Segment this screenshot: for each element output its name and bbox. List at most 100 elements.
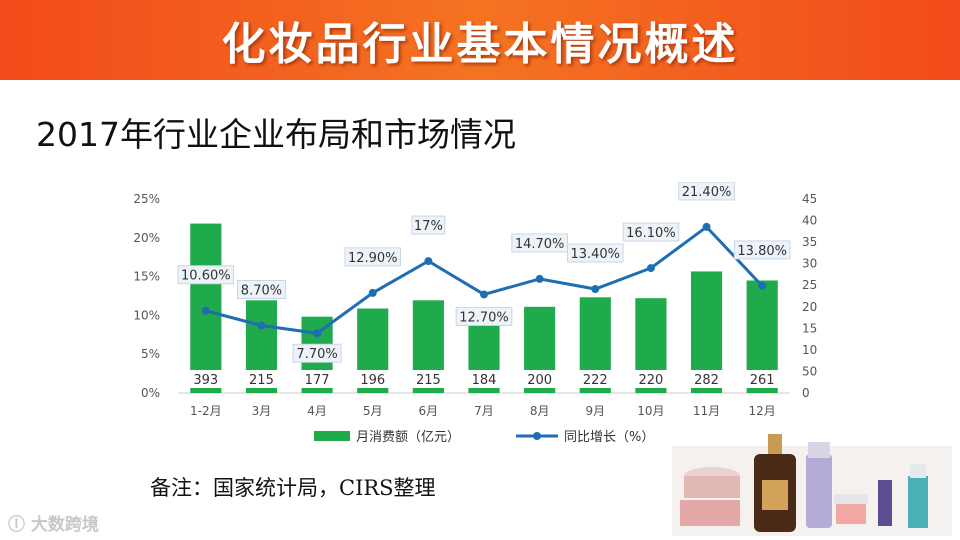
line-label-box (566, 243, 624, 263)
line-point (480, 290, 488, 299)
line-point (201, 306, 210, 315)
line-label-box (455, 306, 513, 326)
bar-label-box (464, 370, 504, 388)
x-tick-label: 1-2月 (190, 404, 222, 418)
line-value-label: 17% (414, 219, 443, 234)
line-value-label: 21.40% (682, 185, 732, 200)
watermark-logo: ⓛ 大数跨境 (8, 510, 99, 535)
bar-value-label: 177 (305, 373, 330, 388)
left-axis-tick: 20% (133, 231, 160, 245)
line-label-box (411, 215, 446, 235)
line-label-box (236, 279, 286, 299)
legend-line-marker (533, 432, 541, 440)
left-axis-tick: 0% (141, 386, 160, 400)
legend-line-label: 同比增长（%） (564, 430, 654, 445)
watermark-icon: ⓛ (8, 515, 25, 535)
left-axis-tick: 10% (133, 308, 160, 322)
x-tick-label: 8月 (530, 404, 550, 418)
line-point (591, 285, 600, 294)
bar-value-label: 215 (249, 373, 274, 388)
x-tick-label: 12月 (749, 404, 776, 418)
line-label-box (511, 233, 568, 253)
bar-value-label: 200 (527, 373, 552, 388)
source-note: 备注：国家统计局，CIRS整理 (150, 476, 436, 500)
slide-subtitle: 2017年行业企业布局和市场情况 (36, 115, 516, 154)
slide-title: 化妆品行业基本情况概述 (221, 19, 739, 70)
bar-label-box (519, 370, 560, 388)
line-value-label: 13.80% (737, 244, 787, 259)
line-value-label: 16.10% (626, 226, 676, 241)
right-axis-tick: 450 (802, 192, 818, 206)
bar-label-box (742, 370, 783, 388)
bar-label-box (185, 370, 226, 388)
x-tick-label: 10月 (637, 404, 664, 418)
x-tick-label: 3月 (252, 404, 272, 418)
x-tick-label: 11月 (693, 404, 720, 418)
line-point (702, 222, 711, 231)
x-tick-labels: 1-2月 3月 4月 5月 6月 7月 8月 9月 10月 11月 12月 (190, 404, 776, 418)
bar-value-label: 282 (694, 373, 719, 388)
right-axis-tick: 200 (802, 300, 818, 314)
line-value-label: 14.70% (515, 237, 565, 252)
line-series (201, 222, 767, 338)
bar-value-label: 215 (416, 373, 441, 388)
line-label-box (733, 240, 791, 260)
right-axis: 0 50 100 150 200 250 300 350 400 450 (802, 192, 818, 400)
line-label-box (292, 343, 342, 363)
line-label-box (678, 182, 735, 201)
right-axis-tick: 250 (802, 278, 818, 292)
line-label-box (344, 247, 402, 267)
line-label-box (177, 265, 235, 285)
right-axis-tick: 350 (802, 235, 818, 249)
bar-label-box (630, 370, 671, 388)
x-tick-label: 5月 (363, 404, 383, 418)
line-point (313, 329, 322, 338)
bar-label-box (686, 370, 727, 388)
title-banner: 化妆品行业基本情况概述 (0, 0, 960, 80)
line-value-labels: 10.60% 8.70% 7.70% 12.90% 17% 12.70% 14.70% 13.… (177, 182, 791, 363)
bar-label-box (408, 370, 449, 388)
line-value-label: 12.70% (459, 310, 509, 325)
x-tick-label: 6月 (419, 404, 439, 418)
right-axis-tick: 150 (802, 321, 818, 335)
line-point (758, 281, 767, 290)
line-point (646, 264, 655, 273)
bar-value-label: 393 (193, 373, 218, 388)
right-axis-tick: 100 (802, 343, 818, 357)
line-label-box (622, 222, 680, 242)
line-value-label: 7.70% (296, 347, 337, 362)
bar-value-label: 184 (472, 373, 497, 388)
line-value-label: 13.40% (570, 247, 620, 262)
bar-value-label: 261 (750, 373, 775, 388)
x-tick-label: 7月 (474, 404, 494, 418)
legend-bar-label: 月消费额（亿元） (356, 430, 460, 445)
left-axis-tick: 25% (133, 192, 160, 206)
right-axis-tick: 50 (802, 364, 817, 378)
right-axis-tick: 400 (802, 214, 818, 228)
bar-label-box (241, 370, 282, 388)
x-tick-label: 4月 (307, 404, 327, 418)
bar-value-label: 222 (583, 373, 608, 388)
bar-label-box (575, 370, 616, 388)
line-point (424, 257, 433, 266)
left-axis: 0% 5% 10% 15% 20% 25% (133, 192, 160, 400)
bar-label-box (352, 370, 393, 388)
bar-value-labels: 393 215 177 196 215 184 200 222 220 282 261 (185, 370, 783, 388)
right-axis-tick: 0 (802, 386, 810, 400)
chart-legend: 月消费额（亿元） 同比增长（%） (314, 430, 654, 445)
line-point (368, 288, 377, 297)
cosmetic-products-image (672, 434, 952, 536)
legend-bar-swatch (314, 431, 350, 441)
line-value-label: 8.70% (241, 283, 282, 298)
left-axis-tick: 5% (141, 347, 160, 361)
right-axis-tick: 300 (802, 257, 818, 271)
line-point (535, 274, 544, 283)
watermark-text: 大数跨境 (30, 515, 99, 535)
line-value-label: 12.90% (348, 251, 398, 266)
bar-label-box (297, 370, 338, 388)
bar-value-label: 196 (360, 373, 385, 388)
left-axis-tick: 15% (133, 270, 160, 284)
x-tick-label: 9月 (585, 404, 605, 418)
line-point (257, 321, 266, 330)
bar-value-label: 220 (638, 373, 663, 388)
